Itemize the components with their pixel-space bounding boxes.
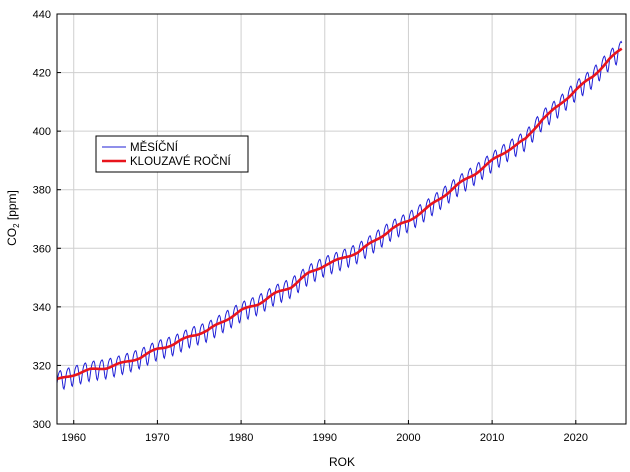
x-tick-label: 2020 bbox=[564, 432, 588, 444]
legend-box bbox=[95, 135, 249, 173]
y-tick-label: 440 bbox=[33, 9, 51, 21]
x-tick-label: 1960 bbox=[61, 432, 85, 444]
x-tick-label: 1990 bbox=[313, 432, 337, 444]
x-axis-title: ROK bbox=[329, 455, 355, 469]
y-axis-title-subscript: 2 bbox=[12, 223, 21, 228]
series-moving-average-line bbox=[56, 47, 623, 381]
legend: MĚSÍČNÍ KLOUZAVÉ ROČNÍ bbox=[95, 135, 249, 173]
x-tick-label: 1970 bbox=[145, 432, 169, 444]
y-tick-label: 360 bbox=[33, 243, 51, 255]
y-tick-label: 300 bbox=[33, 419, 51, 431]
series-layer bbox=[56, 40, 623, 391]
legend-label-monthly: MĚSÍČNÍ bbox=[130, 141, 179, 154]
x-tick-label: 1980 bbox=[229, 432, 253, 444]
grid bbox=[57, 14, 626, 424]
y-tick-label: 380 bbox=[33, 185, 51, 197]
series-monthly-line bbox=[56, 40, 623, 391]
y-axis-title-unit: [ppm] bbox=[5, 190, 19, 223]
legend-label-moving-average: KLOUZAVÉ ROČNÍ bbox=[130, 155, 232, 168]
x-tick-label: 2010 bbox=[480, 432, 504, 444]
y-axis-title-main: CO bbox=[5, 228, 19, 246]
y-tick-label: 340 bbox=[33, 302, 51, 314]
y-tick-label: 420 bbox=[33, 68, 51, 80]
x-axis: 1960 1970 1980 1990 2000 2010 2020 bbox=[61, 420, 588, 444]
plot-frame bbox=[56, 13, 627, 425]
y-axis-title: CO2 [ppm] bbox=[5, 190, 21, 246]
x-tick-label: 2000 bbox=[396, 432, 420, 444]
y-axis: 300 320 340 360 380 400 420 440 bbox=[33, 9, 61, 431]
y-tick-label: 320 bbox=[33, 360, 51, 372]
y-tick-label: 400 bbox=[33, 126, 51, 138]
